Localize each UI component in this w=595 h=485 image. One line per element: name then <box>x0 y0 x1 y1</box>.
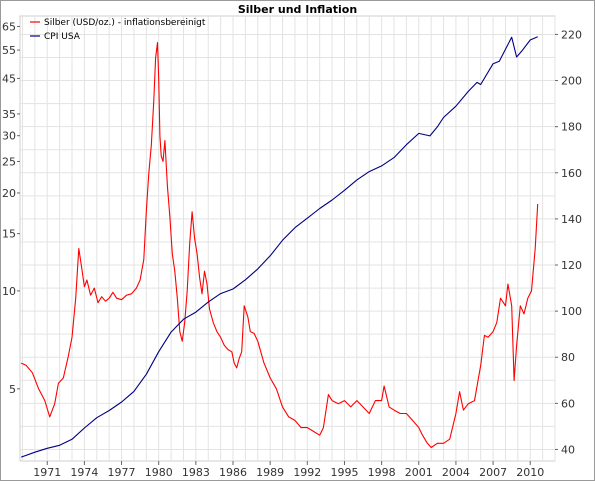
y-left-tick-label: 25 <box>2 155 16 168</box>
x-tick-label: 2001 <box>405 466 433 479</box>
x-tick-label: 1995 <box>330 466 358 479</box>
y-right-tick-label: 100 <box>561 305 582 318</box>
x-tick-label: 1974 <box>70 466 98 479</box>
grid-layer <box>19 15 556 462</box>
x-tick-label: 1983 <box>182 466 210 479</box>
x-tick-label: 2004 <box>442 466 470 479</box>
y-right-tick-label: 60 <box>561 397 575 410</box>
legend-label-cpi: CPI USA <box>44 32 81 42</box>
cpi-line <box>21 36 538 458</box>
y-left-tick-label: 35 <box>2 108 16 121</box>
y-right-tick-label: 140 <box>561 213 582 226</box>
legend: Silber (USD/oz.) - inflationsbereinigt C… <box>30 18 206 42</box>
y-left-tick-label: 5 <box>9 383 16 396</box>
silver-price-line <box>20 42 539 449</box>
y-left-tick-label: 45 <box>2 72 16 85</box>
x-tick-label: 1989 <box>256 466 284 479</box>
y-right-tick-label: 200 <box>561 75 582 88</box>
x-tick-label: 1986 <box>219 466 247 479</box>
x-tick-label: 1980 <box>145 466 173 479</box>
x-tick-label: 1971 <box>33 466 61 479</box>
y-left-tick-label: 30 <box>2 130 16 143</box>
y-right-tick-label: 120 <box>561 259 582 272</box>
y-right-tick-label: 40 <box>561 443 575 456</box>
chart-title: Silber und Inflation <box>238 3 357 16</box>
y-left-tick-label: 10 <box>2 285 16 298</box>
x-tick-label: 2007 <box>479 466 507 479</box>
y-left-tick-label: 15 <box>2 228 16 241</box>
legend-label-silver: Silber (USD/oz.) - inflationsbereinigt <box>44 18 206 28</box>
y-right-tick-label: 160 <box>561 167 582 180</box>
y-right-tick-label: 80 <box>561 351 575 364</box>
plot-area <box>19 15 556 462</box>
x-tick-label: 2010 <box>516 466 544 479</box>
y-right-tick-label: 220 <box>561 28 582 41</box>
x-tick-label: 1977 <box>108 466 136 479</box>
axis-layer: 1971 1974 1977 1980 1983 1986 1989 1992 1995 1998… <box>2 20 582 479</box>
y-left-tick-label: 65 <box>2 20 16 33</box>
series-layer <box>20 36 539 458</box>
x-tick-label: 1992 <box>293 466 321 479</box>
y-right-tick-label: 180 <box>561 121 582 134</box>
y-left-tick-label: 20 <box>2 187 16 200</box>
x-tick-label: 1998 <box>368 466 396 479</box>
y-left-tick-label: 55 <box>2 44 16 57</box>
